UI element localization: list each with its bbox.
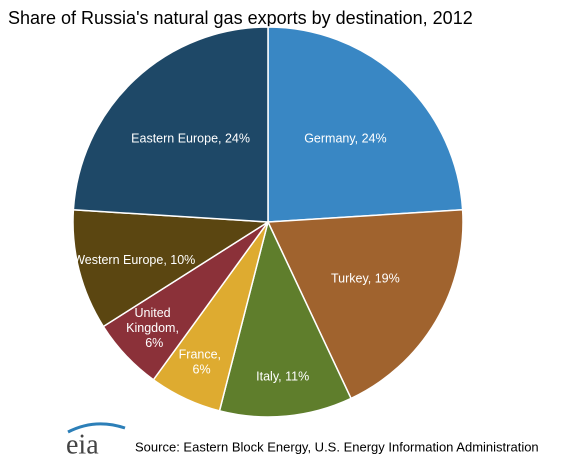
pie-slice bbox=[72, 208, 271, 328]
data-label-line: France, bbox=[179, 348, 225, 362]
pie-slice bbox=[218, 219, 353, 418]
data-label-line: Kingdom, bbox=[126, 321, 182, 335]
source: Source: Eastern Block Energy, U.S. Energ… bbox=[135, 439, 539, 454]
data-label: France, 6% bbox=[179, 348, 225, 377]
pie-slice bbox=[267, 26, 464, 223]
pie-slice bbox=[72, 26, 269, 223]
data-label-line: Turkey, 19% bbox=[331, 272, 400, 286]
data-label: Other Western Europe, 10% bbox=[39, 253, 196, 267]
data-label-line: United bbox=[134, 306, 174, 320]
data-label: Turkey, 19% bbox=[331, 272, 400, 286]
data-label-line: Eastern Europe, 24% bbox=[131, 132, 250, 146]
data-label-line: Germany, 24% bbox=[304, 132, 386, 146]
data-label: Germany, 24% bbox=[304, 132, 386, 146]
data-label: Italy, 11% bbox=[256, 370, 309, 384]
logo-arc bbox=[67, 422, 126, 434]
pie-slice bbox=[266, 208, 464, 400]
data-label-line: 6% bbox=[193, 363, 211, 377]
data-label: Eastern Europe, 24% bbox=[131, 132, 250, 146]
data-label-line: Other Western Europe, 10% bbox=[39, 253, 196, 267]
data-label-line: 6% bbox=[145, 336, 163, 350]
logo-text: eia bbox=[66, 429, 99, 460]
chart-title: Share of Russia's natural gas exports by… bbox=[8, 8, 473, 28]
logo: eia bbox=[66, 422, 126, 460]
data-label: United Kingdom, 6% bbox=[126, 306, 182, 350]
data-label-line: Italy, 11% bbox=[256, 370, 309, 384]
